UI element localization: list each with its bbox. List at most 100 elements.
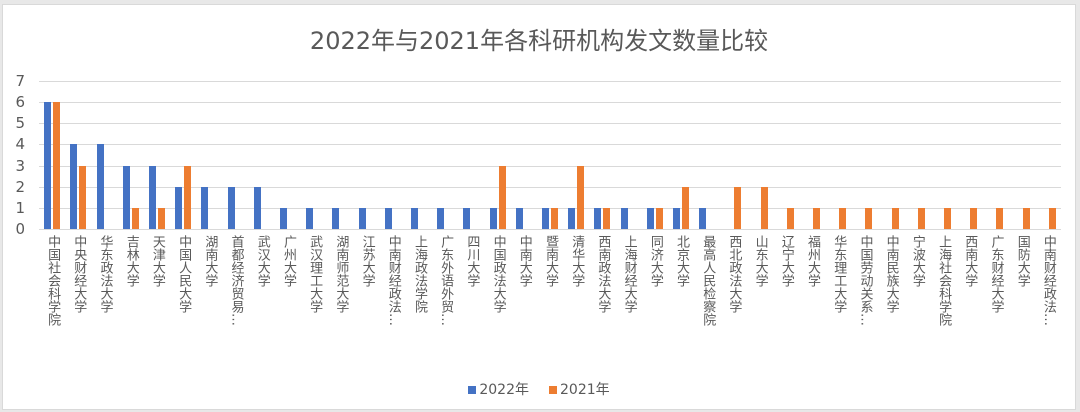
bar-2022	[699, 207, 707, 229]
legend: 2022年 2021年	[3, 379, 1075, 399]
chart-title: 2022年与2021年各科研机构发文数量比较	[309, 27, 769, 55]
gridline	[39, 229, 1061, 230]
bar-2021	[131, 207, 139, 229]
x-tick-label: 广东财经大学	[988, 235, 1004, 313]
bar-2022	[148, 165, 156, 229]
bar-2022	[358, 207, 366, 229]
x-tick-label: 上海财经大学	[621, 235, 637, 313]
bar-2022	[227, 186, 235, 229]
y-tick-label: 3	[15, 156, 25, 175]
x-tick-label: 西南大学	[962, 235, 978, 287]
x-tick-label: 上海社会科学院	[936, 235, 952, 326]
x-tick-label: 中国人民大学	[176, 235, 192, 313]
bar-2022	[279, 207, 287, 229]
bar-2021	[813, 207, 821, 229]
bar-2021	[786, 207, 794, 229]
gridline	[39, 165, 1061, 167]
x-tick-label: 天津大学	[149, 235, 165, 287]
bar-2021	[970, 207, 978, 229]
legend-swatch-icon	[549, 386, 557, 394]
bar-2022	[201, 186, 209, 229]
x-tick-label: 国防大学	[1014, 235, 1030, 287]
plot-area: 0 1 2 3 4 5 6 7	[15, 73, 1061, 237]
bar-2021	[577, 165, 585, 229]
bar-2021	[734, 186, 742, 229]
x-tick-label: 福州大学	[805, 235, 821, 287]
bar-2021	[944, 207, 952, 229]
bar-2021	[655, 207, 663, 229]
x-tick-label: 华东政法大学	[97, 235, 113, 313]
bar-2022	[384, 207, 392, 229]
y-tick-label: 5	[15, 114, 25, 133]
bar-2021	[603, 207, 611, 229]
y-tick-label: 2	[15, 177, 25, 196]
x-tick-label: 华东理工大学	[831, 235, 847, 313]
x-tick-label: 广州大学	[280, 235, 296, 287]
x-tick-label: 四川大学	[464, 235, 480, 287]
bar-2022	[515, 207, 523, 229]
bar-2021	[917, 207, 925, 229]
x-tick-label: 武汉理工大学	[307, 235, 323, 313]
gridline	[39, 186, 1061, 188]
y-tick-label: 0	[15, 220, 25, 238]
x-tick-label: 江苏大学	[359, 235, 375, 287]
bar-2021	[498, 165, 506, 229]
bar-2022	[253, 186, 261, 229]
x-tick-label: 中南财经政法…	[1040, 235, 1056, 326]
y-tick-label: 6	[15, 93, 25, 112]
y-tick-label: 4	[15, 135, 25, 154]
bar-2021	[891, 207, 899, 229]
bar-2022	[70, 144, 78, 229]
x-tick-label: 中国劳动关系…	[857, 235, 873, 326]
bar-2022	[594, 207, 602, 229]
x-tick-label: 上海政法学院	[411, 235, 427, 313]
legend-swatch-icon	[468, 386, 477, 394]
x-tick-label: 中南财经政法…	[385, 235, 401, 326]
x-tick-label: 中南大学	[516, 235, 532, 287]
gridline	[39, 207, 1061, 209]
x-tick-label: 西北政法大学	[726, 235, 742, 313]
legend-item: 2022年	[468, 379, 529, 399]
bar-2021	[682, 186, 690, 229]
bar-2022	[463, 207, 471, 229]
x-tick-label: 宁波大学	[909, 235, 925, 287]
y-tick-label: 7	[15, 72, 25, 90]
x-tick-label: 湖南师范大学	[333, 235, 349, 313]
bar-2021	[1022, 207, 1030, 229]
bar-2021	[865, 207, 873, 229]
x-tick-label: 清华大学	[569, 235, 585, 287]
bar-2021	[79, 165, 87, 229]
gridline	[39, 144, 1061, 146]
x-tick-label: 山东大学	[752, 235, 768, 287]
bar-2021	[839, 207, 847, 229]
x-tick-label: 中南民族大学	[883, 235, 899, 313]
x-tick-label: 最高人民检察院	[700, 235, 716, 326]
x-tick-label: 同济大学	[647, 235, 663, 287]
x-tick-label: 北京大学	[674, 235, 690, 287]
bar-2022	[437, 207, 445, 229]
gridline	[39, 102, 1061, 104]
bar-2021	[760, 186, 768, 229]
x-tick-label: 湖南大学	[202, 235, 218, 287]
x-tick-label: 暨南大学	[543, 235, 558, 287]
legend-item: 2021年	[549, 379, 610, 399]
bar-2021	[1048, 207, 1056, 229]
x-tick-label: 武汉大学	[254, 235, 270, 287]
bar-2021	[551, 207, 558, 229]
bar-2022	[673, 207, 681, 229]
bar-2021	[184, 165, 192, 229]
bar-2022	[489, 207, 497, 229]
y-tick-label: 1	[15, 198, 25, 217]
bar-2022	[175, 186, 183, 229]
x-tick-label: 吉林大学	[123, 235, 139, 287]
gridline	[39, 81, 1061, 82]
bar-2022	[620, 207, 628, 229]
legend-label: 2022年	[479, 382, 529, 398]
bar-2021	[157, 207, 165, 229]
bar-2022	[44, 102, 52, 229]
bar-2022	[96, 144, 104, 229]
x-tick-label: 西南政法大学	[595, 235, 611, 313]
bar-2022	[306, 207, 314, 229]
x-tick-label: 辽宁大学	[778, 235, 794, 287]
